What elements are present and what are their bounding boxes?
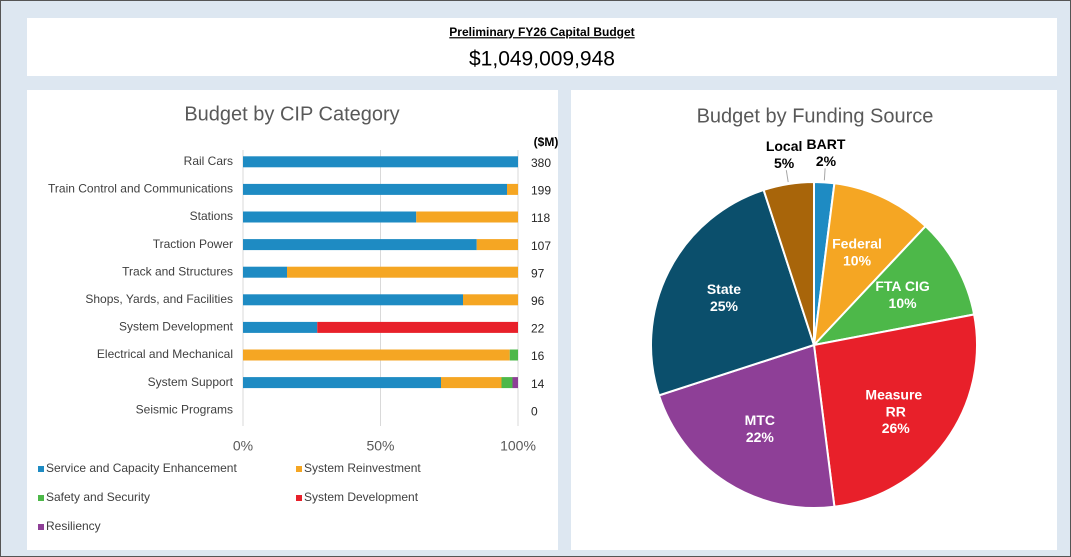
bar-segment [243,239,477,251]
header-panel [27,18,1057,76]
bar-segment [509,349,518,361]
y-tick-label: Stations [190,209,233,223]
bar-segment [243,266,287,278]
pie-slice [812,313,978,508]
y-tick-label: Shops, Yards, and Facilities [85,292,233,306]
legend-swatch [296,466,302,472]
bar-segment [476,239,518,251]
bar-segment [507,183,518,195]
y-tick-label: Seismic Programs [136,402,233,416]
bar-segment [243,211,417,223]
chart-title: Budget by Funding Source [697,105,934,127]
total-label: 199 [531,184,551,198]
slice-value: 10% [843,252,872,268]
slice-label: Federal [832,235,882,251]
y-tick-label: Electrical and Mechanical [97,347,233,361]
slice-value: 25% [710,298,739,314]
y-tick-label: System Development [119,320,234,334]
bar-segment [243,183,507,195]
total-label: 380 [531,156,551,170]
slice-label: Measure RR [865,386,926,419]
x-tick-label: 50% [366,438,394,454]
bar-segment [243,156,518,168]
total-label: 97 [531,266,545,280]
pie-slice [812,182,927,348]
bar-segment [512,377,518,389]
pie-slice [811,224,976,347]
y-tick-label: Rail Cars [184,154,233,168]
bar-segment [441,377,502,389]
total-label: 107 [531,239,551,253]
legend-label: Service and Capacity Enhancement [46,461,237,475]
legend-swatch [38,524,44,530]
slice-label: FTA CIG [875,278,930,294]
pie-slice [762,180,815,346]
slice-label: Local [766,138,803,154]
slice-value: 5% [774,155,795,171]
total-label: 0 [531,404,538,418]
y-tick-label: Train Control and Communications [48,182,233,196]
total-label: 96 [531,294,545,308]
bar-segment [416,211,518,223]
chart-title: Budget by CIP Category [184,103,399,125]
slice-value: 22% [746,429,775,445]
bar-segment [501,377,513,389]
legend-swatch [38,466,44,472]
total-label: 22 [531,322,545,336]
header-title: Preliminary FY26 Capital Budget [449,25,634,39]
bar-segment [317,321,518,333]
leader-line [823,168,826,181]
bar-segment [243,294,463,306]
legend-label: Resiliency [46,519,101,533]
pie-slice [657,343,836,509]
slice-label: BART [807,136,846,152]
total-label: 16 [531,349,545,363]
bar-segment [287,266,518,278]
legend-swatch [296,495,302,501]
total-label: 14 [531,377,545,391]
x-tick-label: 0% [233,438,253,454]
bar-segment [243,349,510,361]
bar-segment [463,294,518,306]
totals-header: ($M) [534,135,559,149]
x-tick-label: 100% [500,438,536,454]
y-tick-label: Traction Power [153,237,233,251]
header-total: $1,049,009,948 [469,48,615,71]
bar-segment [243,321,318,333]
pie-slice [650,188,816,397]
slice-label: MTC [745,412,775,428]
legend-label: System Development [304,490,419,504]
total-label: 118 [531,211,550,225]
slice-value: 10% [889,295,918,311]
y-tick-label: Track and Structures [122,264,233,278]
legend-label: System Reinvestment [304,461,421,475]
slice-value: 26% [882,420,911,436]
legend-swatch [38,495,44,501]
slice-label: State [707,281,741,297]
leader-line [785,170,789,183]
bar-segment [243,377,441,389]
legend-label: Safety and Security [46,490,150,504]
y-tick-label: System Support [148,375,234,389]
slice-value: 2% [816,153,837,169]
